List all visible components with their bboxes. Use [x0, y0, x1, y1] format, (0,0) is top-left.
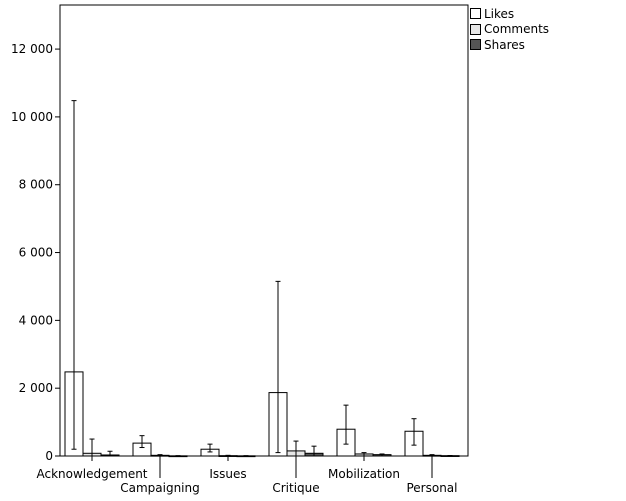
- legend: Likes Comments Shares: [470, 6, 549, 53]
- x-tick-label: Mobilization: [328, 467, 400, 481]
- x-tick-label: Acknowledgement: [36, 467, 147, 481]
- y-tick-label: 8 000: [19, 178, 53, 192]
- y-tick-label: 4 000: [19, 313, 53, 327]
- legend-swatch-likes: [470, 8, 481, 20]
- y-axis: 0 2 000 4 000 6 000 8 000 10 000 12 000: [11, 42, 60, 463]
- x-tick-label: Campaigning: [120, 481, 200, 495]
- legend-label-likes: Likes: [484, 6, 515, 21]
- x-tick-label: Personal: [406, 481, 457, 495]
- legend-swatch-shares: [470, 39, 481, 51]
- plot-frame: [59, 4, 469, 457]
- legend-label-shares: Shares: [484, 37, 525, 52]
- y-tick-label: 0: [45, 449, 53, 463]
- legend-label-comments: Comments: [484, 22, 550, 37]
- y-tick-label: 12 000: [11, 42, 53, 56]
- x-tick-label: Critique: [272, 481, 319, 495]
- x-tick-label: Issues: [209, 467, 246, 481]
- y-tick-label: 6 000: [19, 246, 53, 260]
- legend-item-likes: Likes: [470, 6, 549, 22]
- y-tick-label: 2 000: [19, 381, 53, 395]
- bars: [64, 371, 460, 458]
- y-tick-label: 10 000: [11, 110, 53, 124]
- error-bars: [71, 100, 453, 457]
- legend-item-shares: Shares: [470, 37, 549, 53]
- legend-item-comments: Comments: [470, 22, 549, 38]
- plot-border: [59, 4, 469, 457]
- legend-swatch-comments: [470, 23, 481, 35]
